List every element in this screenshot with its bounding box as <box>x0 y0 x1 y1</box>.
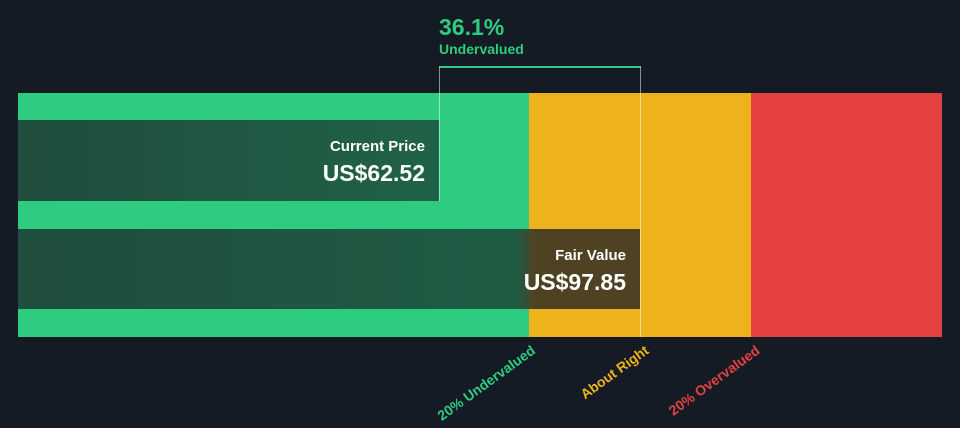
current-price-label: Current Price <box>329 138 425 155</box>
fair-value-value: US$97.85 <box>523 269 626 295</box>
zone-label-overvalued: 20% Overvalued <box>665 342 763 419</box>
zone-label-undervalued: 20% Undervalued <box>434 342 539 424</box>
fair-value-bar: Fair Value US$97.85 <box>18 229 640 309</box>
current-price-bar: Current Price US$62.52 <box>18 120 439 201</box>
fair-value-label: Fair Value <box>555 247 626 264</box>
headline-percent: 36.1% <box>439 14 505 40</box>
current-price-value: US$62.52 <box>322 160 425 186</box>
bracket-left-line <box>439 67 440 201</box>
zone-label-about-right: About Right <box>577 342 652 403</box>
headline-label: Undervalued <box>439 41 524 57</box>
bracket-right-line <box>640 67 641 337</box>
bracket-top-line <box>439 66 641 68</box>
zone-overvalued-band <box>751 93 942 337</box>
